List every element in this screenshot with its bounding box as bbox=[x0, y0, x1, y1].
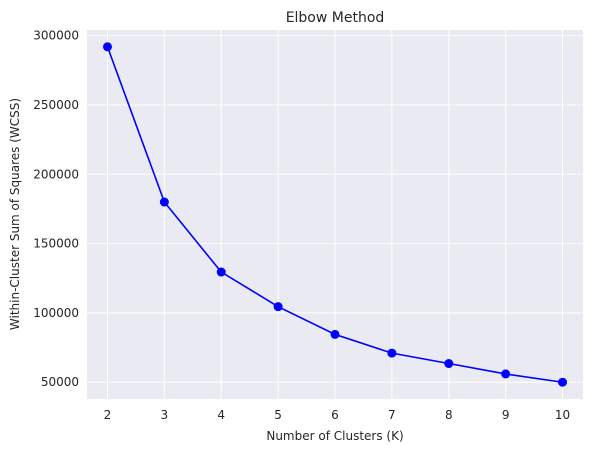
x-tick-label: 8 bbox=[445, 408, 453, 422]
x-tick-label: 6 bbox=[331, 408, 339, 422]
series-wcss bbox=[102, 42, 568, 387]
x-tick-label: 5 bbox=[274, 408, 282, 422]
x-tick-label: 3 bbox=[161, 408, 169, 422]
y-tick-label: 50000 bbox=[41, 375, 79, 389]
data-point bbox=[330, 329, 340, 339]
x-tick-label: 10 bbox=[555, 408, 570, 422]
data-point bbox=[216, 267, 226, 277]
x-tick-label: 4 bbox=[217, 408, 225, 422]
grid bbox=[87, 30, 583, 399]
data-point bbox=[102, 42, 112, 52]
data-point bbox=[387, 348, 397, 358]
data-point bbox=[273, 302, 283, 312]
y-tick-label: 250000 bbox=[33, 98, 79, 112]
x-tick-label: 9 bbox=[502, 408, 510, 422]
y-axis-ticks: 50000 100000 150000 200000 250000 300000 bbox=[33, 29, 79, 390]
x-tick-label: 7 bbox=[388, 408, 396, 422]
y-tick-label: 200000 bbox=[33, 167, 79, 181]
data-point bbox=[501, 369, 511, 379]
y-tick-label: 100000 bbox=[33, 306, 79, 320]
y-axis-label: Within-Cluster Sum of Squares (WCSS) bbox=[8, 98, 22, 330]
y-tick-label: 300000 bbox=[33, 29, 79, 43]
data-point bbox=[159, 197, 169, 207]
chart-title: Elbow Method bbox=[286, 10, 385, 26]
y-tick-label: 150000 bbox=[33, 237, 79, 251]
data-point bbox=[444, 359, 454, 369]
x-tick-label: 2 bbox=[104, 408, 112, 422]
data-point bbox=[558, 377, 568, 387]
x-axis-label: Number of Clusters (K) bbox=[266, 429, 403, 443]
x-axis-ticks: 2 3 4 5 6 7 8 9 10 bbox=[104, 408, 571, 422]
